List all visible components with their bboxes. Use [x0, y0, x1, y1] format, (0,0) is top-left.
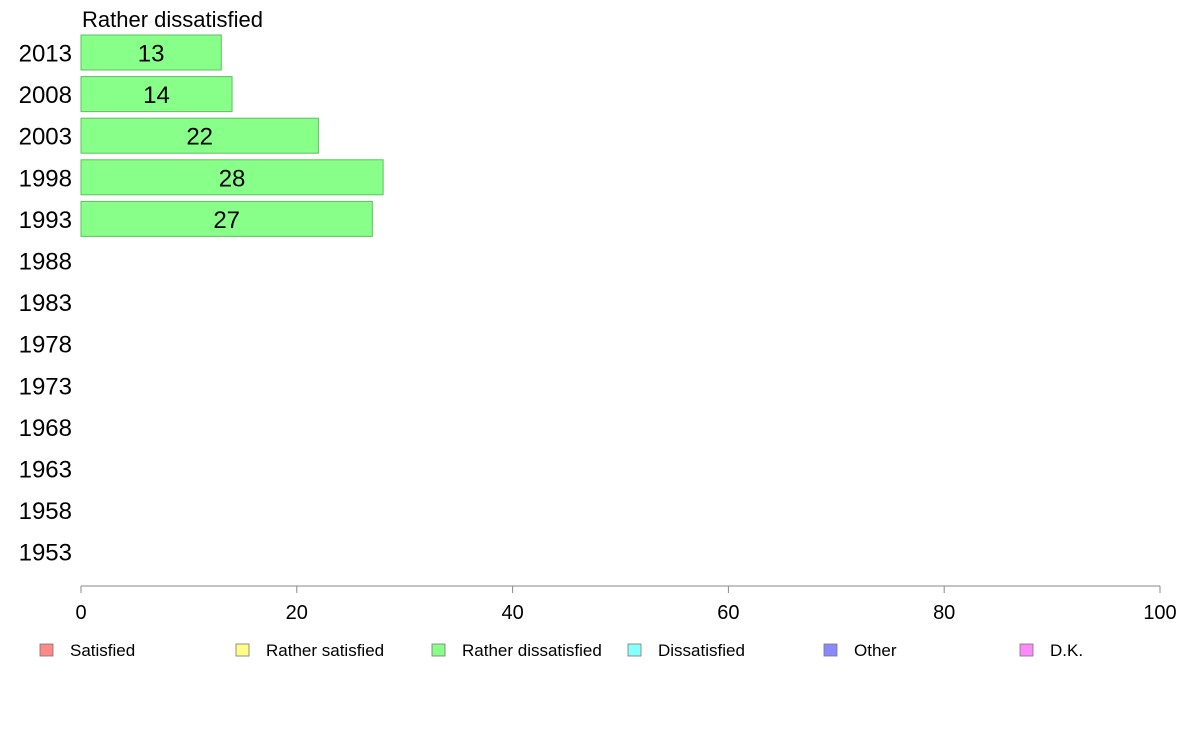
x-tick-label-80: 80 [933, 602, 955, 624]
bar-1993 [80, 200, 373, 237]
year-label-1983: 1983 [19, 290, 72, 317]
bar-value-label-1993: 27 [213, 207, 240, 234]
year-label-2003: 2003 [19, 124, 72, 151]
bar-value-label-1998: 28 [219, 165, 246, 192]
legend-swatch-0 [39, 643, 54, 657]
year-labels-group: 2013 2008 2003 1998 1993 1988 1983 1978 1973 1968… [19, 41, 72, 567]
bar-2003 [80, 117, 319, 154]
legend-swatch-4 [823, 643, 838, 657]
year-label-2013: 2013 [19, 41, 72, 68]
legend-label-2: Rather dissatisfied [462, 641, 602, 660]
year-label-1963: 1963 [19, 457, 72, 484]
bar-value-label-2013: 13 [138, 41, 165, 68]
x-tick-label-20: 20 [286, 602, 308, 624]
legend-label-3: Dissatisfied [658, 641, 745, 660]
year-label-1953: 1953 [19, 540, 72, 567]
x-tick-label-0: 0 [75, 602, 86, 624]
bar-2008 [80, 76, 233, 113]
bar-value-label-2008: 14 [143, 82, 170, 109]
x-tick-label-40: 40 [501, 602, 523, 624]
year-label-1993: 1993 [19, 207, 72, 234]
x-tick-label-60: 60 [717, 602, 739, 624]
year-label-1998: 1998 [19, 165, 72, 192]
legend-label-5: D.K. [1050, 641, 1083, 660]
legend-label-4: Other [854, 641, 897, 660]
year-label-1988: 1988 [19, 249, 72, 276]
legend-swatch-2 [431, 643, 446, 657]
chart-title: Rather dissatisfied [82, 7, 263, 32]
x-tick-label-100: 100 [1143, 602, 1176, 624]
legend-swatch-1 [235, 643, 250, 657]
bar-value-label-2003: 22 [186, 124, 213, 151]
year-label-2008: 2008 [19, 82, 72, 109]
x-axis: 0 20 40 60 80 100 [75, 585, 1177, 624]
year-label-1978: 1978 [19, 332, 72, 359]
year-label-1973: 1973 [19, 373, 72, 400]
legend-swatch-3 [627, 643, 642, 657]
legend-label-1: Rather satisfied [266, 641, 384, 660]
bar-2013 [80, 34, 222, 71]
legend-swatch-5 [1019, 643, 1034, 657]
year-label-1958: 1958 [19, 498, 72, 525]
bar-1998 [80, 159, 384, 196]
legend-label-0: Satisfied [70, 641, 135, 660]
legend: Satisfied Rather satisfied Rather dissatis… [39, 641, 1083, 660]
year-label-1968: 1968 [19, 415, 72, 442]
